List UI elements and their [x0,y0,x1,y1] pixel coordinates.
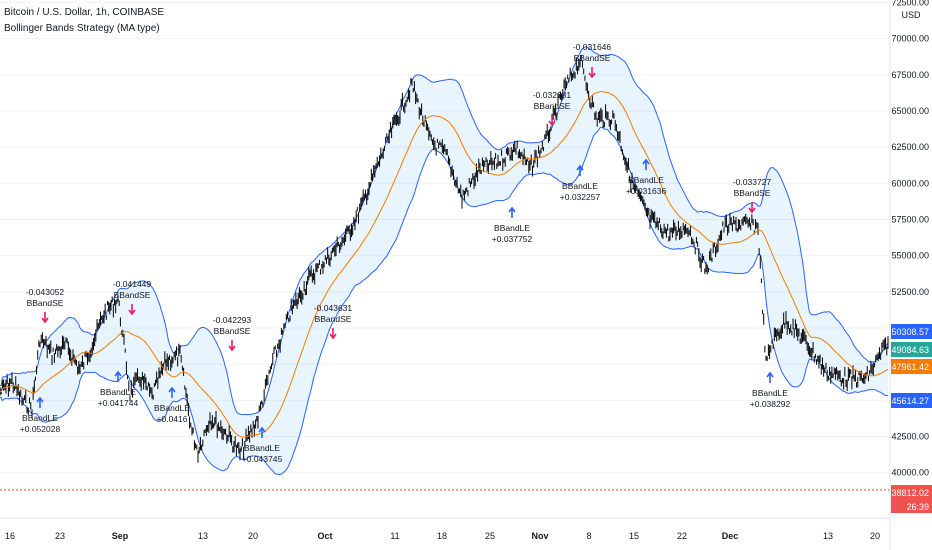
signal-label: BBandLE [244,443,280,453]
signal-label: BBandSE [315,314,352,324]
signal-value: +0.031636 [626,186,667,196]
axis-currency-label: USD [901,10,921,20]
signal-value: +0.052028 [20,424,61,434]
signal-label: BBandSE [534,101,571,111]
short-entry-arrow-icon[interactable] [228,340,236,352]
band-fill [0,46,888,475]
time-tick-label: 13 [823,531,833,541]
time-tick-label: 15 [629,531,639,541]
time-tick-label: 20 [248,531,258,541]
strategy-title[interactable]: Bollinger Bands Strategy (MA type) [4,23,160,34]
short-entry-arrow-icon[interactable] [588,67,596,79]
time-tick-label: 8 [586,531,591,541]
price-tick-label: 70000.00 [891,34,929,44]
long-entry-arrow-icon[interactable] [766,371,774,383]
svg-text:26:39: 26:39 [906,502,929,512]
short-entry-arrow-icon[interactable] [548,115,556,127]
svg-text:45614.27: 45614.27 [891,396,929,406]
time-tick-label: 22 [677,531,687,541]
price-tick-label: 72500.00 [891,0,929,8]
signal-value: -0.041449 [113,279,152,289]
time-tick-label: 20 [870,531,880,541]
short-entry-arrow-icon[interactable] [41,312,49,324]
svg-text:38812.02: 38812.02 [891,488,929,498]
long-entry-arrow-icon[interactable] [576,164,584,176]
price-tick-label: 67500.00 [891,70,929,80]
price-tick-label: 57500.00 [891,215,929,225]
symbol-title[interactable]: Bitcoin / U.S. Dollar, 1h, COINBASE [4,7,165,18]
signal-value: +0.0416 [157,414,188,424]
svg-text:50308.57: 50308.57 [891,327,929,337]
signal-label: BBandSE [574,53,611,63]
signal-label: BBandLE [494,223,530,233]
price-tick-label: 40000.00 [891,468,929,478]
long-entry-arrow-icon[interactable] [168,386,176,398]
short-entry-arrow-icon[interactable] [748,202,756,214]
time-tick-label: 18 [437,531,447,541]
signal-label: BBandLE [100,387,136,397]
signal-value: -0.031646 [573,42,612,52]
long-entry-arrow-icon[interactable] [642,158,650,170]
basis-line[interactable] [0,90,889,438]
time-tick-label: 11 [390,531,399,541]
time-tick-label: Nov [531,531,548,541]
signal-label: BBandSE [214,326,251,336]
time-tick-label: 13 [198,531,208,541]
lower-band-line[interactable] [0,126,889,476]
upper-band-tag: 50308.57 [891,324,932,339]
signal-value: +0.032257 [560,192,601,202]
lower-band-tag: 45614.27 [891,393,932,408]
time-tick-label: Dec [722,531,739,541]
stop-level-tag: 38812.02 [891,485,932,500]
time-tick-label: Sep [112,531,129,541]
signal-label: BBandLE [154,403,190,413]
last-price-tag: 49084.63 [891,342,932,357]
basis-tag: 47961.42 [891,359,932,374]
signal-value: -0.033727 [733,177,772,187]
time-tick-label: 25 [485,531,495,541]
svg-text:49084.63: 49084.63 [891,345,929,355]
signal-label: BBandLE [22,413,58,423]
short-entry-arrow-icon[interactable] [329,328,337,340]
price-tick-label: 65000.00 [891,106,929,116]
signal-value: -0.032681 [533,90,572,100]
time-tick-label: 16 [5,531,15,541]
time-tick-label: 23 [55,531,65,541]
long-entry-arrow-icon[interactable] [258,426,266,438]
signal-value: +0.041744 [98,398,139,408]
long-entry-arrow-icon[interactable] [114,370,122,382]
signal-label: BBandSE [114,290,151,300]
price-tick-label: 42500.00 [891,432,929,442]
long-entry-arrow-icon[interactable] [508,206,516,218]
svg-text:47961.42: 47961.42 [891,362,929,372]
long-entry-arrow-icon[interactable] [36,396,44,408]
signal-label: BBandLE [752,388,788,398]
signal-label: BBandSE [734,188,771,198]
price-tick-label: 60000.00 [891,178,929,188]
countdown-tag: 26:39 [891,499,932,513]
time-tick-label: Oct [317,531,332,541]
price-tick-label: 62500.00 [891,142,929,152]
price-axis[interactable] [890,0,932,550]
chart-legend: Bitcoin / U.S. Dollar, 1h, COINBASE Boll… [4,5,164,37]
signal-label: BBandLE [628,175,664,185]
signal-value: +0.038292 [750,399,791,409]
signal-label: BBandLE [562,181,598,191]
signal-value: +0.037752 [492,234,533,244]
signal-label: BBandSE [27,298,64,308]
upper-band-line[interactable] [0,46,889,416]
price-tick-label: 52500.00 [891,287,929,297]
short-entry-arrow-icon[interactable] [128,304,136,316]
price-tick-label: 55000.00 [891,251,929,261]
signal-value: -0.043052 [26,287,65,297]
signal-value: -0.043631 [314,303,353,313]
signal-value: +0.043745 [242,454,283,464]
signal-value: -0.042293 [213,315,252,325]
